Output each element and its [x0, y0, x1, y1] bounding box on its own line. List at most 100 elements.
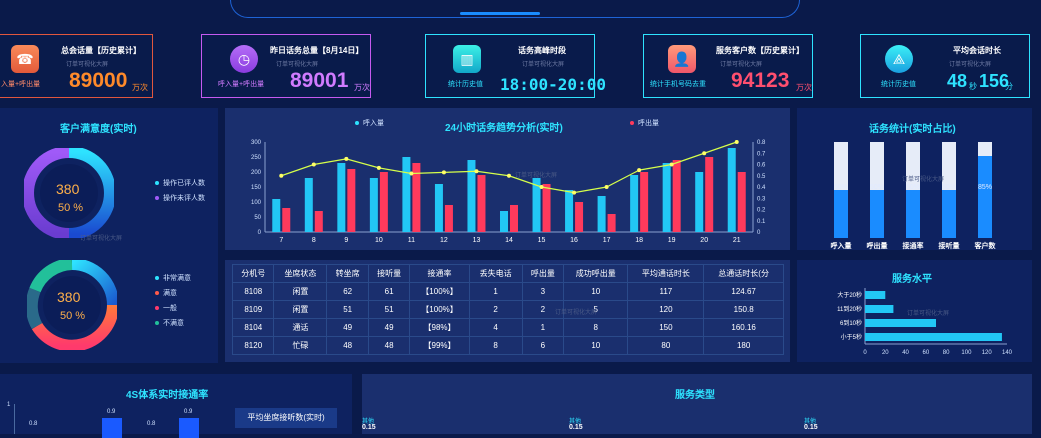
- y2-tick-label: 0.6: [757, 163, 766, 169]
- bar-label: 0.8: [29, 421, 38, 427]
- service-bar: [865, 333, 1002, 341]
- bar-out: [607, 214, 616, 232]
- x-tick-label: 120: [982, 350, 993, 356]
- stats-bar-value: 50%: [941, 184, 956, 191]
- bar-out: [575, 202, 584, 232]
- kpi-title: 平均会话时长: [953, 46, 1001, 55]
- x-tick-label: 140: [1002, 350, 1013, 356]
- y-tick-label: 300: [251, 140, 262, 146]
- table-cell: 160.16: [703, 318, 784, 337]
- panel-title: 服务水平: [892, 274, 932, 285]
- legend-label: 满意: [163, 290, 177, 297]
- y-tick-label: 50: [254, 215, 261, 221]
- ring2-value: 380: [57, 289, 81, 305]
- y-axis: [14, 404, 15, 434]
- x-tick-label: 11: [408, 237, 415, 244]
- stats-category-label: 客户数: [974, 243, 996, 250]
- trend-point: [279, 173, 284, 178]
- x-tick-label: 100: [961, 350, 972, 356]
- kpi-peak-time: ▥ 话务高峰时段 订单可视化大屏 18:00-20:00 统计历史值: [425, 34, 606, 98]
- table-row[interactable]: 8120 忙碌 48 48 【99%】 8 6 10 80 180: [231, 336, 784, 355]
- table-cell: 8: [563, 318, 629, 337]
- table-cell: 3: [521, 282, 565, 301]
- x-tick-label: 12: [440, 237, 448, 244]
- x-tick-label: 15: [538, 237, 546, 244]
- bar-out: [510, 205, 518, 232]
- stats-bar-value: 50%: [869, 184, 884, 191]
- table-cell: 10: [563, 336, 629, 355]
- table-header-cell: 总通话时长(分: [703, 264, 784, 283]
- bar-out: [705, 157, 714, 232]
- kpi-title: 昨日话务总量【8月14日】: [270, 46, 364, 55]
- table-row[interactable]: 8109 闲置 51 51 【100%】 2 2 5 120 150.8: [231, 300, 784, 319]
- kpi-value: 18:00-20:00: [500, 75, 606, 94]
- trend-point: [507, 173, 511, 178]
- watermark: 订单可视化大屏: [902, 177, 945, 183]
- kpi-customers: 👤 服务客户数【历史累计】 订单可视化大屏 94123 万次 统计手机号码去重: [643, 34, 813, 98]
- y2-tick-label: 0.1: [757, 219, 766, 225]
- service-bar: [865, 305, 894, 313]
- kpi-title: 话务高峰时段: [518, 46, 566, 55]
- ring2-percent: 50 %: [60, 310, 86, 322]
- trend-point: [344, 156, 349, 161]
- bar: [179, 418, 199, 438]
- bar-out: [444, 205, 453, 232]
- service-type-label: 其他: [362, 419, 375, 425]
- trend-point: [604, 185, 609, 189]
- bar-out: [477, 175, 486, 232]
- table-row[interactable]: 8108 闲置 62 61 【100%】 1 3 10 117 124.67: [231, 282, 784, 301]
- kpi-sub: 统计手机号码去重: [650, 81, 706, 88]
- x-tick-label: 8: [312, 237, 316, 244]
- service-bar: [865, 319, 936, 327]
- legend-label: 一般: [163, 305, 177, 312]
- trend-point: [572, 190, 577, 195]
- trend-point: [409, 171, 414, 176]
- kpi-sec-unit: 分: [1005, 82, 1013, 91]
- watermark: 订单可视化大屏: [515, 173, 558, 179]
- legend-label: 非常满意: [163, 275, 191, 282]
- ring1-percent: 50 %: [58, 202, 84, 214]
- table-cell: 150: [627, 318, 705, 337]
- stats-category-label: 呼出量: [866, 243, 888, 250]
- bar-out: [379, 172, 388, 232]
- bar: [102, 418, 122, 438]
- bar-out: [640, 172, 649, 232]
- agent-table-panel: 分机号 坐席状态 转坐席 接听量 接通率 丢失电话 呼出量 成功呼出量 平均通话时长 总通话时长(…: [225, 260, 790, 362]
- table-cell: 51: [326, 300, 369, 319]
- bar-in: [467, 160, 476, 232]
- service-type-label: 其他: [569, 419, 582, 425]
- bar-in: [565, 190, 574, 232]
- stats-bar-value: 50%: [833, 184, 848, 191]
- category-label: 6到10秒: [840, 319, 862, 327]
- bar-in: [402, 157, 411, 232]
- trend-point: [669, 162, 674, 167]
- x-tick-label: 40: [902, 350, 909, 356]
- trend-point: [734, 140, 739, 144]
- service-type-value: 0.15: [362, 424, 376, 431]
- table-cell: 8108: [231, 282, 275, 301]
- service-type-label: 其他: [804, 419, 817, 425]
- x-tick-label: 9: [344, 237, 348, 244]
- legend-item: 呼入量: [355, 118, 384, 128]
- table-header-cell: 转坐席: [326, 264, 369, 283]
- table-header-cell: 分机号: [231, 264, 275, 283]
- legend-label: 呼入量: [363, 120, 384, 127]
- stats-bar-fill: [906, 190, 920, 238]
- x-tick-label: 18: [635, 237, 643, 244]
- bar-out: [347, 169, 356, 232]
- kpi-subtitle: 订单可视化大屏: [949, 62, 992, 68]
- avg-answer-label: 平均坐席接听数(实时): [235, 408, 337, 428]
- table-header-cell: 接听量: [367, 264, 411, 283]
- bar-in: [272, 199, 281, 232]
- watermark: 订单可视化大屏: [80, 236, 123, 242]
- table-cell: 1: [468, 282, 523, 301]
- table-cell: 【100%】: [409, 300, 470, 319]
- agent-table: 分机号 坐席状态 转坐席 接听量 接通率 丢失电话 呼出量 成功呼出量 平均通话时长 总通话时长(…: [231, 264, 784, 355]
- table-row[interactable]: 8104 通话 49 49 【98%】 4 1 8 150 160.16: [231, 318, 784, 337]
- table-cell: 【99%】: [409, 336, 470, 355]
- trend-point: [474, 169, 479, 174]
- kpi-value-sec: 156: [979, 71, 1010, 91]
- kpi-min-unit: 秒: [969, 82, 977, 91]
- user-icon: 👤: [668, 45, 696, 73]
- table-cell: 48: [326, 336, 369, 355]
